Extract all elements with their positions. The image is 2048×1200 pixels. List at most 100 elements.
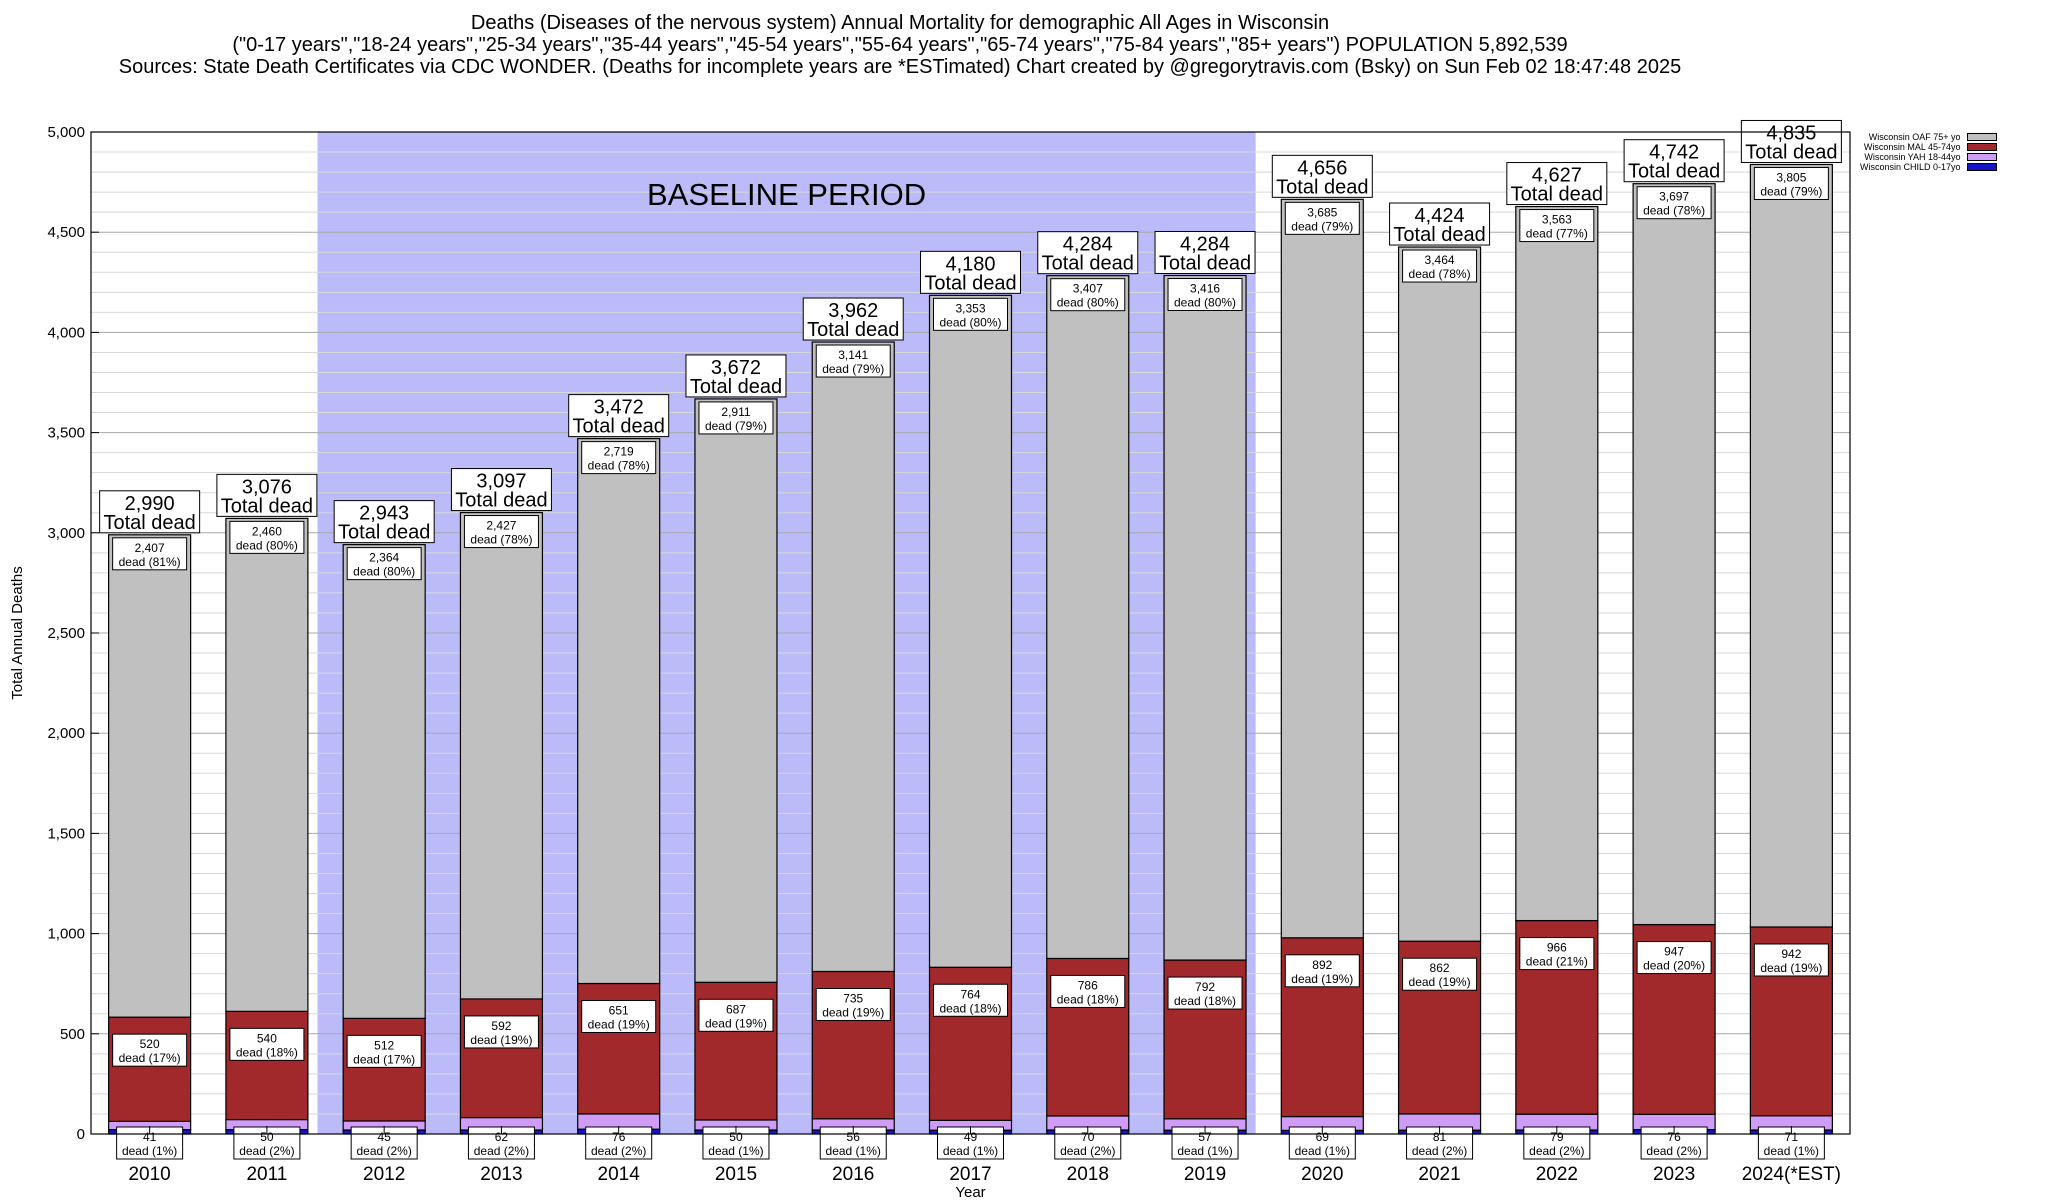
bar-segment-oaf xyxy=(1163,274,1247,961)
mal-value-box xyxy=(815,987,891,1021)
oaf-value-box xyxy=(463,515,539,549)
oaf-value-label: 2,407 xyxy=(135,541,165,555)
y-tick-label: 2,000 xyxy=(47,725,85,742)
chart-title: Deaths (Diseases of the nervous system) … xyxy=(470,12,1330,34)
legend-swatch xyxy=(1966,163,1997,171)
mal-pct-label: dead (21%) xyxy=(1526,955,1588,969)
bar-segment-oaf xyxy=(459,511,544,1000)
total-value-box xyxy=(568,394,670,438)
total-value-box xyxy=(333,500,435,544)
mal-value-label: 862 xyxy=(1430,961,1450,975)
mal-value-label: 651 xyxy=(609,1003,629,1017)
chart-subtitle-age-groups: ("0-17 years","18-24 years","25-34 years… xyxy=(232,34,1568,56)
y-tick-label: 1,000 xyxy=(47,926,85,943)
bar-segment-oaf xyxy=(1749,163,1833,928)
mal-pct-label: dead (19%) xyxy=(1409,975,1471,989)
mal-value-label: 792 xyxy=(1195,980,1215,994)
y-tick-label: 5,000 xyxy=(47,124,85,141)
oaf-pct-label: dead (80%) xyxy=(939,315,1001,329)
total-value-box xyxy=(920,250,1021,294)
x-tick-label: 2023 xyxy=(1653,1164,1695,1185)
total-value-label: 2,990 xyxy=(125,493,175,515)
total-value-box xyxy=(99,490,201,534)
bar-segment-oaf xyxy=(1046,275,1130,960)
total-dead-label: Total dead xyxy=(690,376,782,398)
y-tick-label: 3,500 xyxy=(47,425,85,442)
mal-value-label: 512 xyxy=(374,1038,394,1052)
x-tick-label: 2017 xyxy=(949,1164,991,1185)
bar-segment-oaf xyxy=(1397,246,1482,942)
mal-pct-label: dead (19%) xyxy=(1760,961,1822,975)
mal-pct-label: dead (18%) xyxy=(1057,992,1119,1006)
bar-segment-mal xyxy=(108,1016,192,1122)
bar-segment-oaf xyxy=(1280,198,1364,939)
legend-swatch xyxy=(1966,143,1997,151)
total-value-box xyxy=(450,468,552,512)
bar-segment-oaf xyxy=(811,341,895,973)
oaf-value-label: 2,719 xyxy=(604,445,634,459)
mal-value-label: 947 xyxy=(1664,945,1684,959)
mal-value-box xyxy=(1284,954,1360,988)
mal-pct-label: dead (19%) xyxy=(470,1033,532,1047)
y-axis-title: Total Annual Deaths xyxy=(9,566,26,699)
total-value-box xyxy=(1037,231,1139,275)
mal-value-label: 520 xyxy=(140,1037,160,1051)
oaf-pct-label: dead (79%) xyxy=(705,419,767,433)
yah-pct-label: dead (2%) xyxy=(1529,1144,1584,1158)
oaf-pct-label: dead (79%) xyxy=(1291,219,1353,233)
oaf-pct-label: dead (80%) xyxy=(236,538,298,552)
total-dead-label: Total dead xyxy=(1745,141,1837,163)
x-tick-label: 2016 xyxy=(832,1164,874,1185)
legend-label: Wisconsin CHILD 0-17yo xyxy=(1860,161,1961,172)
oaf-pct-label: dead (80%) xyxy=(1057,296,1119,310)
yah-pct-label: dead (2%) xyxy=(239,1144,294,1158)
y-tick-label: 0 xyxy=(77,1126,85,1143)
x-axis-title: Year xyxy=(955,1184,985,1200)
mal-value-box xyxy=(1050,974,1126,1008)
yah-pct-label: dead (1%) xyxy=(1295,1144,1350,1158)
bar-segment-oaf xyxy=(225,517,309,1012)
y-tick-label: 2,500 xyxy=(47,625,85,642)
yah-pct-label: dead (1%) xyxy=(708,1144,763,1158)
yah-pct-label: dead (1%) xyxy=(826,1144,881,1158)
oaf-value-label: 3,141 xyxy=(838,348,868,362)
oaf-value-label: 3,805 xyxy=(1776,170,1806,184)
mal-pct-label: dead (20%) xyxy=(1643,959,1705,973)
oaf-value-label: 2,364 xyxy=(369,551,399,565)
yah-pct-label: dead (1%) xyxy=(943,1144,998,1158)
total-value-box xyxy=(216,473,318,517)
mal-value-label: 687 xyxy=(726,1002,746,1016)
mal-value-box xyxy=(112,1033,188,1067)
oaf-pct-label: dead (80%) xyxy=(1174,295,1236,309)
total-dead-label: Total dead xyxy=(338,522,430,544)
oaf-pct-label: dead (77%) xyxy=(1526,227,1588,241)
mal-value-box xyxy=(933,983,1008,1017)
legend-label: Wisconsin MAL 45-74yo xyxy=(1863,141,1961,152)
bar-segment-oaf xyxy=(342,544,426,1019)
x-tick-label: 2010 xyxy=(128,1164,170,1185)
legend-entry: Wisconsin CHILD 0-17yo xyxy=(1860,162,1997,172)
yah-pct-label: dead (2%) xyxy=(1060,1144,1115,1158)
chart-legend: Wisconsin OAF 75+ yo Wisconsin MAL 45-74y… xyxy=(1860,132,1997,172)
oaf-value-label: 3,407 xyxy=(1073,282,1103,296)
oaf-value-label: 2,460 xyxy=(252,524,282,538)
oaf-value-box xyxy=(698,401,774,435)
x-tick-label: 2024(*EST) xyxy=(1742,1164,1841,1185)
y-tick-label: 500 xyxy=(60,1026,85,1043)
yah-value-box xyxy=(585,1126,653,1160)
y-tick-label: 1,500 xyxy=(47,825,85,842)
total-value-label: 4,742 xyxy=(1649,142,1699,164)
legend-entry: Wisconsin YAH 18-44yo xyxy=(1860,152,1997,162)
oaf-value-box xyxy=(1753,166,1829,200)
x-tick-label: 2012 xyxy=(363,1164,405,1185)
total-value-box xyxy=(685,354,787,398)
mal-value-label: 942 xyxy=(1781,947,1801,961)
yah-pct-label: dead (1%) xyxy=(122,1144,177,1158)
oaf-value-box xyxy=(1050,278,1126,312)
yah-pct-label: dead (1%) xyxy=(1764,1144,1819,1158)
total-value-box xyxy=(1740,119,1842,163)
mal-value-box xyxy=(463,1015,539,1049)
x-tick-label: 2013 xyxy=(480,1164,522,1185)
mal-value-label: 592 xyxy=(491,1019,511,1033)
bar-segment-oaf xyxy=(577,438,661,985)
